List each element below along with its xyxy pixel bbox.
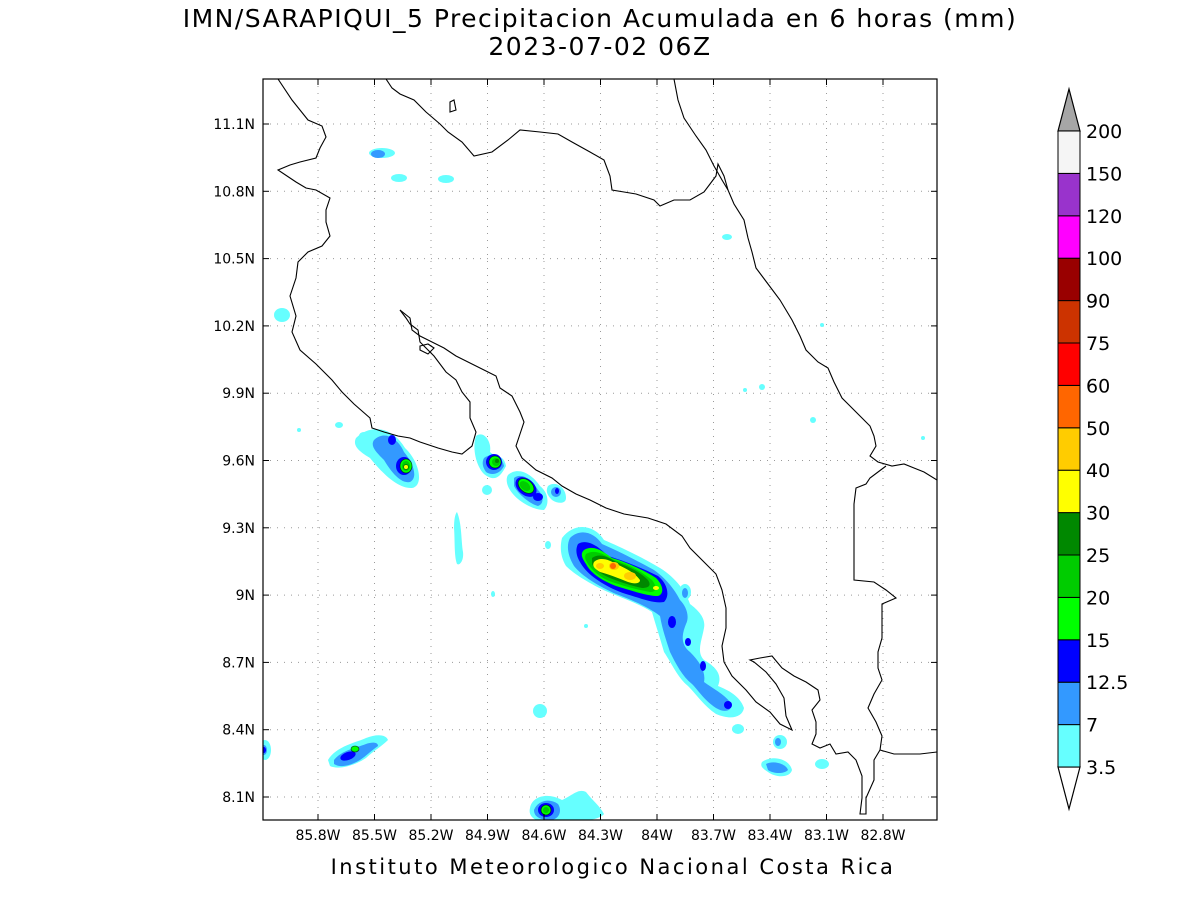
lat-tick-label: 8.7N bbox=[222, 655, 255, 671]
colorbar-swatch bbox=[1057, 130, 1081, 174]
lon-tick-label: 84.9W bbox=[465, 828, 510, 844]
colorbar-label: 150 bbox=[1086, 163, 1122, 185]
lon-tick-label: 84W bbox=[641, 828, 673, 844]
colorbar-label: 15 bbox=[1086, 630, 1110, 652]
colorbar-label: 75 bbox=[1086, 333, 1110, 355]
colorbar-swatch bbox=[1057, 639, 1081, 683]
latitude-axis: 11.1N 10.8N 10.5N 10.2N 9.9N 9.6N 9.3N 9N 8.7N 8.… bbox=[213, 117, 937, 806]
precip-contours bbox=[350, 455, 552, 816]
colorbar-label: 3.5 bbox=[1086, 757, 1116, 779]
lon-tick-label: 82.8W bbox=[860, 828, 905, 844]
lat-tick-label: 8.4N bbox=[222, 723, 255, 739]
lat-tick-label: 10.2N bbox=[213, 319, 255, 335]
colorbar-label: 7 bbox=[1086, 715, 1098, 737]
lon-tick-label: 84.6W bbox=[521, 828, 566, 844]
colorbar-swatch bbox=[1057, 724, 1081, 768]
colorbar-label: 20 bbox=[1086, 587, 1110, 609]
colorbar-swatch bbox=[1057, 300, 1081, 344]
colorbar-label: 30 bbox=[1086, 503, 1110, 525]
precip-band-50 bbox=[610, 563, 616, 569]
colorbar-label: 90 bbox=[1086, 291, 1110, 313]
colorbar-swatch bbox=[1057, 384, 1081, 429]
lon-tick-label: 85.5W bbox=[352, 828, 397, 844]
lat-tick-label: 8.1N bbox=[222, 790, 255, 806]
colorbar-swatch bbox=[1057, 512, 1081, 556]
colorbar-label: 50 bbox=[1086, 418, 1110, 440]
colorbar-under-arrow bbox=[1057, 766, 1081, 812]
colorbar-swatch bbox=[1057, 342, 1081, 386]
lat-tick-label: 9N bbox=[236, 588, 255, 604]
colorbar-label: 12.5 bbox=[1086, 672, 1128, 694]
colorbar-label: 100 bbox=[1086, 248, 1122, 270]
colorbar-swatch bbox=[1057, 172, 1081, 217]
longitude-axis: 85.8W 85.5W 85.2W 84.9W 84.6W 84.3W 84W 83.7W 83… bbox=[295, 79, 906, 844]
lat-tick-label: 9.9N bbox=[222, 386, 255, 402]
colorbar-label: 60 bbox=[1086, 375, 1110, 397]
colorbar-over-arrow bbox=[1057, 86, 1081, 132]
lat-tick-label: 10.5N bbox=[213, 252, 255, 268]
coastlines-and-borders bbox=[276, 79, 937, 815]
map-timestamp: 2023-07-02 06Z bbox=[488, 32, 712, 61]
lat-tick-label: 10.8N bbox=[213, 184, 255, 200]
precip-colorbar: 3.5 7 12.5 15 20 25 30 40 50 60 75 90 100 120 150 200 bbox=[1057, 86, 1128, 812]
precipitation-field bbox=[263, 79, 937, 820]
lon-tick-label: 83.4W bbox=[747, 828, 792, 844]
credit-footer: Instituto Meteorologico Nacional Costa R… bbox=[330, 855, 896, 879]
lon-tick-label: 83.1W bbox=[804, 828, 849, 844]
colorbar-swatch bbox=[1057, 427, 1081, 471]
lon-tick-label: 85.2W bbox=[408, 828, 453, 844]
colorbar-swatch bbox=[1057, 257, 1081, 302]
lat-tick-label: 9.3N bbox=[222, 521, 255, 537]
colorbar-label: 120 bbox=[1086, 206, 1122, 228]
lon-tick-label: 85.8W bbox=[295, 828, 340, 844]
map-title: IMN/SARAPIQUI_5 Precipitacion Acumulada … bbox=[182, 4, 1018, 33]
colorbar-label: 25 bbox=[1086, 545, 1110, 567]
lat-tick-label: 11.1N bbox=[213, 117, 255, 133]
colorbar-label: 200 bbox=[1086, 121, 1122, 143]
colorbar-label: 40 bbox=[1086, 460, 1110, 482]
colorbar-swatch bbox=[1057, 554, 1081, 598]
colorbar-swatch bbox=[1057, 681, 1081, 726]
lon-tick-label: 83.7W bbox=[691, 828, 736, 844]
colorbar-swatch bbox=[1057, 215, 1081, 259]
colorbar-swatch bbox=[1057, 596, 1081, 641]
colorbar-swatch bbox=[1057, 469, 1081, 514]
lat-tick-label: 9.6N bbox=[222, 454, 255, 470]
lon-tick-label: 84.3W bbox=[578, 828, 623, 844]
